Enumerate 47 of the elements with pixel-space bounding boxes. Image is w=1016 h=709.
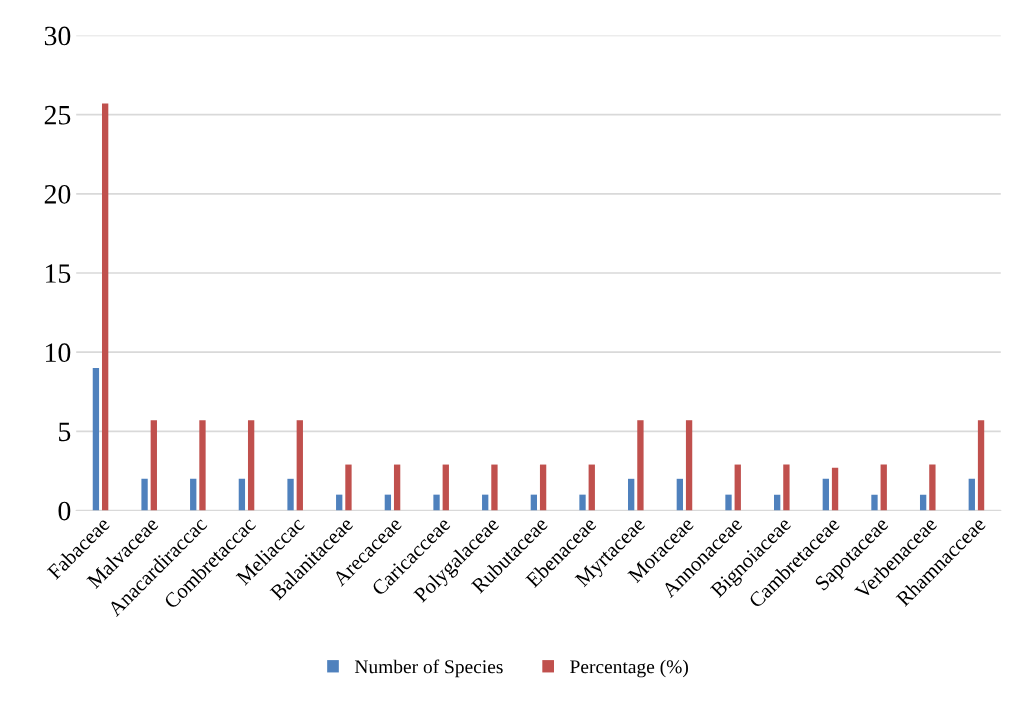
y-tick-label: 0	[58, 501, 71, 521]
legend-label: Percentage (%)	[570, 659, 688, 678]
bar	[588, 464, 595, 511]
bar	[530, 494, 538, 511]
bar	[968, 478, 975, 511]
bar	[831, 467, 839, 511]
bar	[199, 420, 206, 511]
bar	[238, 478, 246, 511]
bar	[880, 464, 887, 511]
bar	[774, 494, 781, 511]
bar	[783, 464, 790, 511]
bar	[929, 464, 936, 511]
bar	[336, 494, 343, 511]
bar	[150, 420, 157, 511]
bar	[482, 494, 489, 511]
y-tick-label: 20	[44, 184, 71, 204]
bar	[579, 494, 586, 511]
bar	[384, 494, 392, 511]
bar	[247, 420, 255, 511]
y-tick-label: 25	[44, 105, 71, 125]
bar	[287, 478, 294, 511]
bar	[725, 494, 732, 511]
bar	[977, 420, 985, 511]
bar	[345, 464, 352, 511]
bar	[734, 464, 741, 511]
bar	[296, 420, 303, 511]
bar	[491, 464, 498, 511]
bar	[919, 494, 927, 511]
y-tick-label: 10	[46, 343, 71, 363]
bar	[190, 478, 197, 511]
y-tick-label: 5	[59, 422, 71, 442]
bar	[637, 420, 644, 511]
bar	[393, 464, 401, 511]
bar	[92, 367, 100, 511]
bar	[539, 464, 547, 511]
bar	[141, 478, 148, 511]
y-tick-label: 15	[46, 264, 71, 283]
legend-label: Number of Species	[354, 659, 503, 678]
y-tick-label: 30	[44, 26, 71, 46]
bar	[685, 420, 693, 511]
bar	[676, 478, 683, 511]
bar	[442, 464, 449, 511]
bar	[871, 494, 878, 511]
bar	[628, 478, 635, 511]
bar	[822, 478, 829, 511]
bar	[101, 103, 109, 511]
bar	[433, 494, 440, 511]
